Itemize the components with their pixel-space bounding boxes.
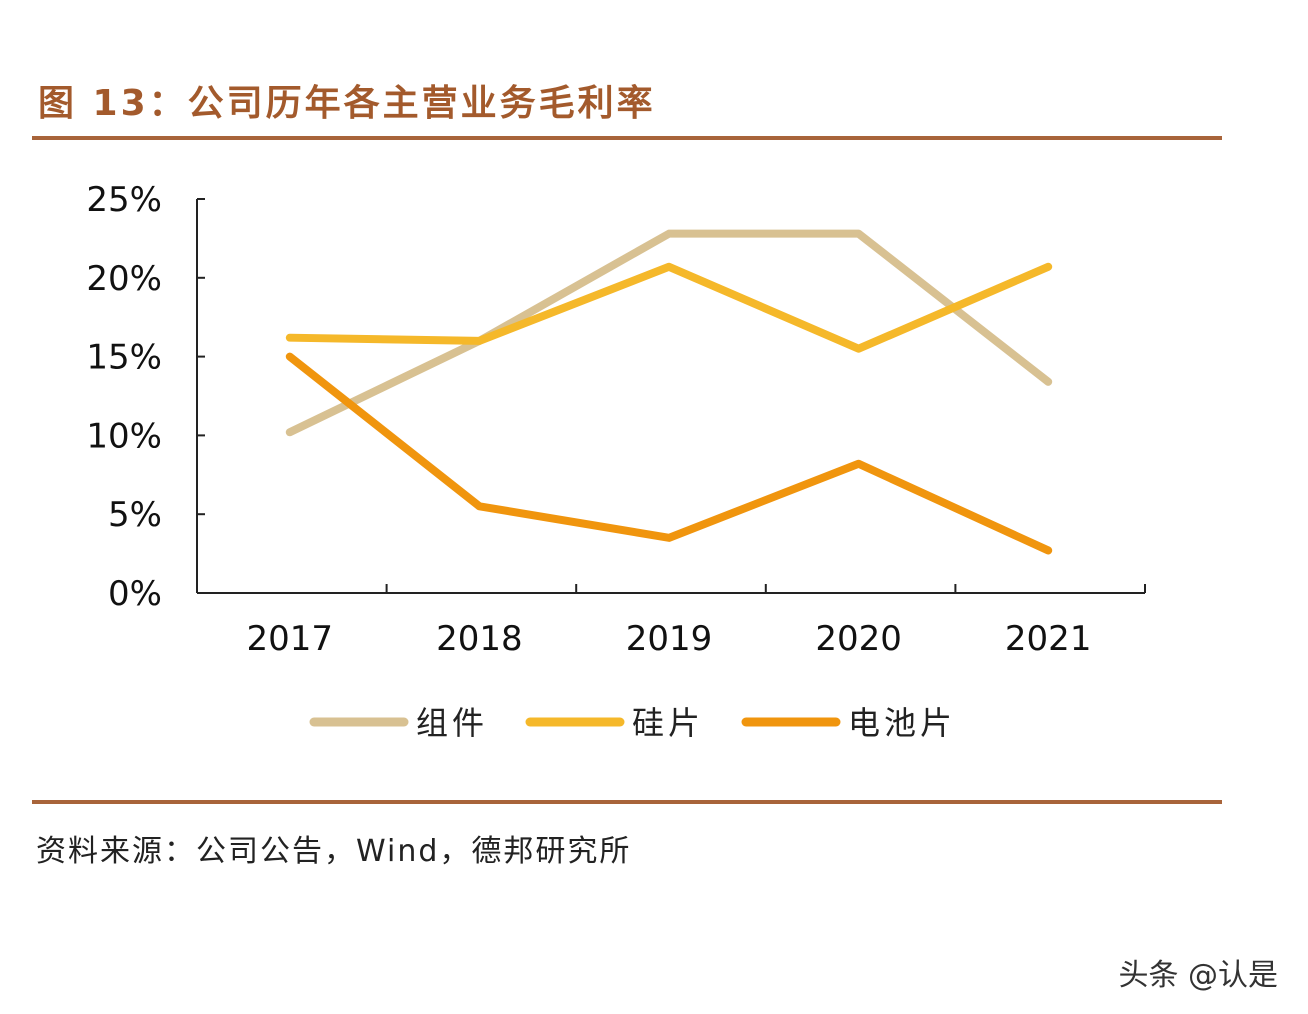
x-tick-label: 2021 xyxy=(1005,619,1092,659)
y-tick-label: 20% xyxy=(86,259,162,299)
series-line-1 xyxy=(285,262,1053,353)
x-tick-label: 2019 xyxy=(626,619,713,659)
legend-label: 组件 xyxy=(416,704,488,742)
x-tick-label: 2017 xyxy=(247,619,334,659)
source-rule xyxy=(32,800,1222,804)
x-tick-label: 2018 xyxy=(436,619,523,659)
chart-title: 图 13：公司历年各主营业务毛利率 xyxy=(38,83,656,124)
y-tick-label: 15% xyxy=(86,338,162,378)
y-tick-label: 10% xyxy=(86,416,162,456)
y-tick-label: 25% xyxy=(86,180,162,220)
series-line-2 xyxy=(285,352,1053,555)
legend-label: 硅片 xyxy=(632,704,704,742)
watermark: 头条 @认是 xyxy=(1118,958,1278,993)
legend-label: 电池片 xyxy=(848,704,956,742)
y-tick-label: 0% xyxy=(108,574,162,614)
title-rule xyxy=(32,136,1222,140)
source-note: 资料来源：公司公告，Wind，德邦研究所 xyxy=(36,834,632,869)
y-tick-label: 5% xyxy=(108,495,162,535)
x-tick-label: 2020 xyxy=(815,619,902,659)
